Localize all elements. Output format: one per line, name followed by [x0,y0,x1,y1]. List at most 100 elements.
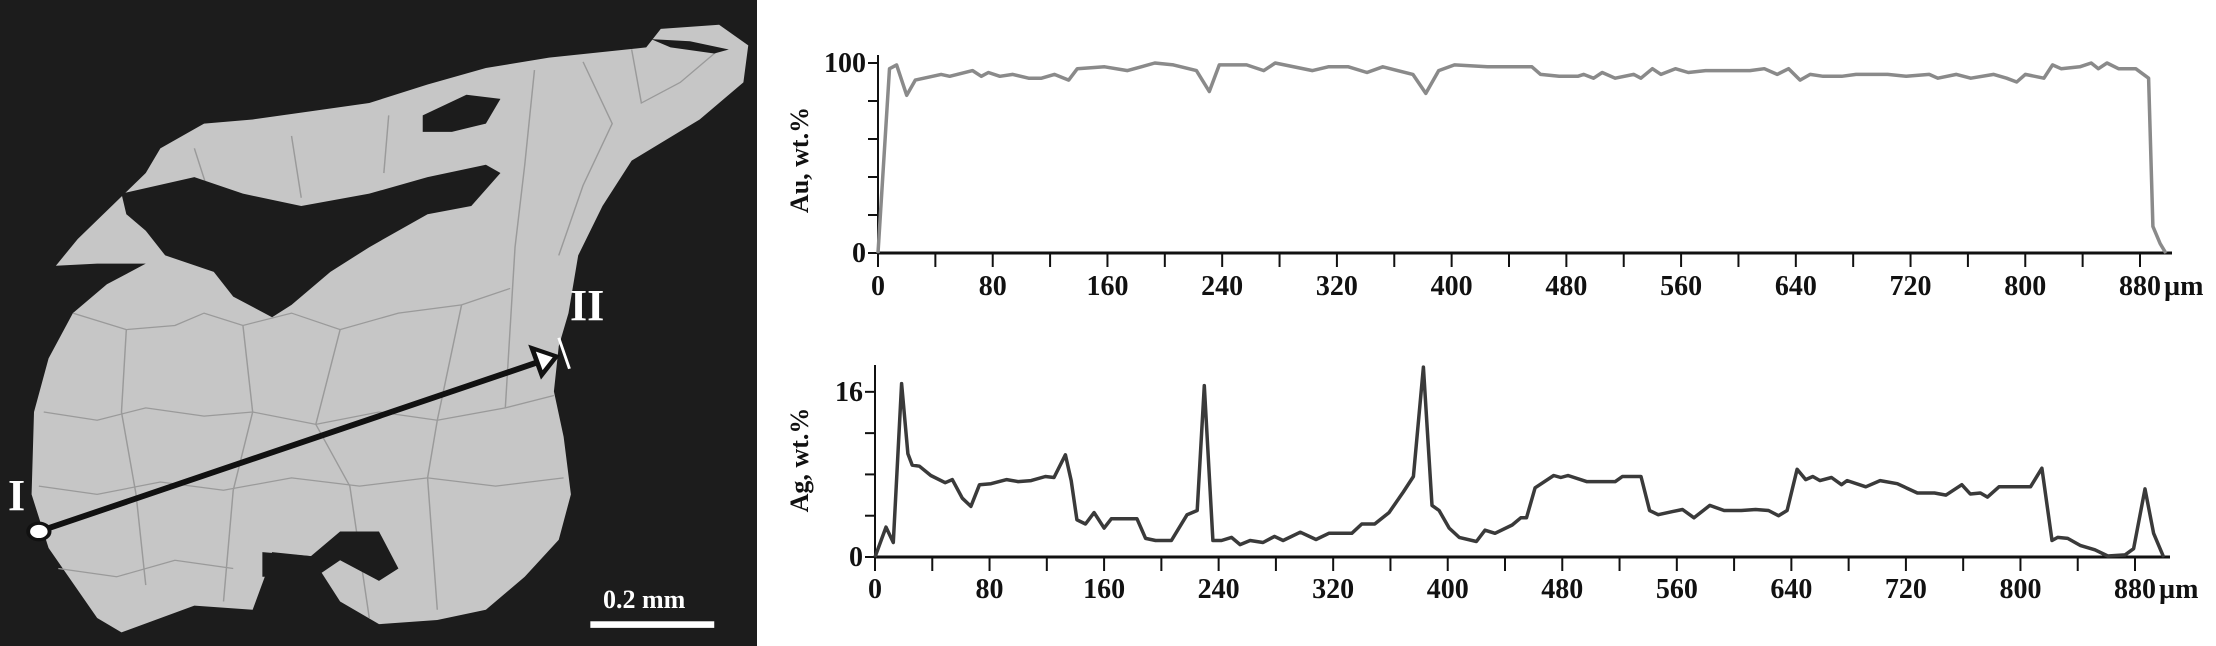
data-point [1640,77,1642,79]
data-point [1155,539,1157,541]
data-point [979,484,981,486]
data-point [1170,539,1172,541]
data-point [1494,532,1496,534]
data-point [1172,64,1174,66]
data-point [1438,510,1440,512]
data-point [2163,556,2165,558]
x-tick-label: 320 [1316,271,1358,302]
data-point [1558,75,1560,77]
data-point [930,474,932,476]
au-profile-line [876,61,2168,254]
data-point [1374,523,1376,525]
data-point [2006,77,2008,79]
data-point [1064,454,1066,456]
pore-top-right [651,39,729,54]
data-point [1084,523,1086,525]
data-point [1776,73,1778,75]
data-point [2024,73,2026,75]
micrograph-panel: I II 0.2 mm [0,0,757,646]
data-point [877,252,879,254]
profile-charts: 0 80 160 240 320 400 480 560 640 720 800 880 µm 0 100 A… [757,0,2216,646]
y-tick-label: 0 [849,542,863,573]
data-point [1763,68,1765,70]
data-point [1030,480,1032,482]
x-tick-label: 640 [1770,574,1812,605]
data-point [911,464,913,466]
data-point [940,73,942,75]
data-point [1249,539,1251,541]
x-unit-label: µm [2164,271,2203,302]
data-point [1553,474,1555,476]
data-point [2090,62,2092,64]
data-point [951,479,953,481]
data-point [1633,73,1635,75]
data-point [1846,480,1848,482]
data-point [1531,66,1533,68]
data-point [1484,529,1486,531]
data-point [1299,531,1301,533]
data-point [2165,252,2167,254]
data-point [907,453,909,455]
data-point [1777,515,1779,517]
data-point [1855,73,1857,75]
data-point [1987,496,1989,498]
x-tick-label: 160 [1083,574,1125,605]
data-point [1970,77,1972,79]
data-point [1246,64,1248,66]
data-point [1104,66,1106,68]
data-point [972,70,974,72]
data-point [1640,475,1642,477]
grain-boundaries [38,49,720,619]
x-tick-label: 480 [1545,271,1587,302]
data-point [1740,510,1742,512]
data-point [1315,538,1317,540]
data-point [874,556,876,558]
data-point [1412,475,1414,477]
y-axis-title: Au, wt.% [785,107,814,213]
data-point [1212,539,1214,541]
data-point [1203,385,1205,387]
x-tick-label: 80 [979,271,1007,302]
data-point [2152,225,2154,227]
data-point [1040,77,1042,79]
data-point [1070,480,1072,482]
data-point [949,75,951,77]
x-tick-label: 640 [1775,271,1817,302]
data-point [1672,511,1674,513]
x-tick-label: 880 [2119,271,2161,302]
data-point [1103,527,1105,529]
data-point [2041,467,2043,469]
data-point [1601,72,1603,73]
data-point [1328,532,1330,534]
data-point [1649,510,1651,512]
x-tick-label: 880 [2114,574,2156,605]
profile-end-marker [557,337,571,370]
data-point [1799,79,1801,81]
data-point [1425,92,1427,94]
data-point [2135,68,2137,70]
micrograph-image [0,0,757,646]
data-point [906,94,908,96]
x-tick-label: 240 [1201,271,1243,302]
data-point [1454,64,1456,66]
data-point [1382,66,1384,68]
data-point [1145,537,1147,539]
data-point [1351,532,1353,534]
data-point [1366,72,1368,73]
data-point [1577,75,1579,77]
data-point [1208,91,1210,92]
data-point [1621,475,1623,477]
data-point [888,68,890,70]
data-point [1961,484,1963,486]
x-tick-label: 480 [1541,574,1583,605]
data-point [2043,77,2045,79]
data-point [1525,517,1527,519]
data-point [2124,554,2126,556]
x-tick-label: 160 [1086,271,1128,302]
data-point [1840,484,1842,486]
data-point [1993,73,1995,75]
data-point [2097,68,2099,70]
data-point [1896,483,1898,485]
y-tick-label: 0 [852,238,866,269]
data-point [1068,79,1070,81]
